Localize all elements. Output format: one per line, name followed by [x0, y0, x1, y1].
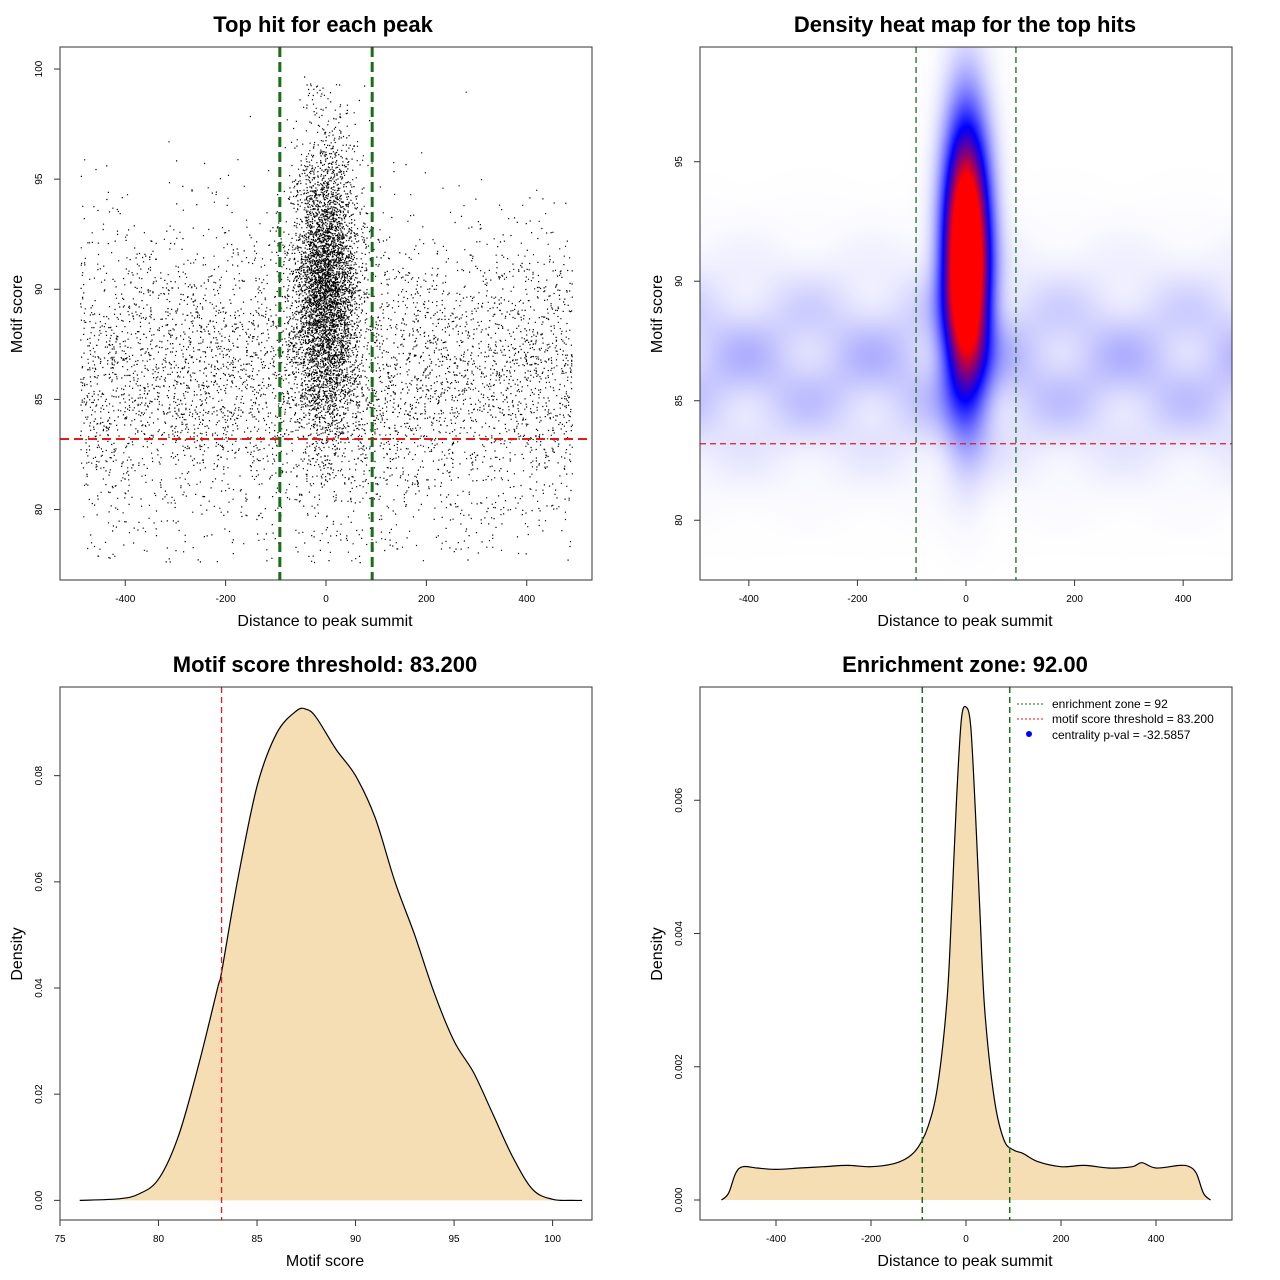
x-tick-label: -400	[115, 594, 135, 605]
x-tick-label: 85	[251, 1234, 263, 1245]
x-tick-label: 100	[544, 1234, 561, 1245]
heatmap-reference-lines	[700, 47, 1232, 580]
heatmap-xlabel: Distance to peak summit	[877, 613, 1053, 630]
y-tick-label: 0.06	[34, 872, 45, 892]
x-tick-label: 400	[1148, 1234, 1165, 1245]
distance-density-ylabel: Density	[649, 927, 666, 980]
heatmap-title: Density heat map for the top hits	[794, 12, 1136, 37]
scatter-title: Top hit for each peak	[213, 12, 433, 37]
distance-density-reference-lines	[921, 687, 1011, 1220]
scatter-reference-lines	[60, 47, 592, 580]
scatter-ylabel: Motif score	[9, 275, 26, 353]
heatmap-ylabel: Motif score	[649, 275, 666, 353]
distance-density-curve-group	[720, 705, 1212, 1201]
distance-density-ticks: -400 -200 0 200 400 0.000 0.002 0.004 0.006	[674, 787, 1165, 1245]
x-tick-label: -400	[739, 594, 759, 605]
scatter-point-cloud	[80, 76, 573, 564]
distance-density-frame	[699, 686, 1233, 1221]
density-curve	[79, 707, 583, 1202]
y-tick-label: 0.02	[34, 1084, 45, 1104]
x-tick-label: 95	[449, 1234, 461, 1245]
x-tick-label: 75	[54, 1234, 66, 1245]
score-density-ylabel: Density	[9, 927, 26, 980]
x-tick-label: -200	[216, 594, 236, 605]
score-density-ticks: 75 80 85 90 95 100 0.00 0.02 0.04 0.06 0.08	[34, 765, 561, 1245]
score-density-panel: Motif score threshold: 83.200 Motif scor…	[9, 652, 593, 1270]
score-density-title: Motif score threshold: 83.200	[173, 652, 477, 677]
x-tick-label: 0	[963, 1234, 969, 1245]
legend-pval-label: centrality p-val = -32.5857	[1052, 728, 1191, 742]
y-tick-label: 90	[674, 275, 685, 287]
x-tick-label: 80	[153, 1234, 165, 1245]
heatmap-ticks: -400 -200 0 200 400 80 85 90 95	[674, 156, 1192, 605]
x-tick-label: 200	[1066, 594, 1083, 605]
x-tick-label: -200	[861, 1234, 881, 1245]
x-tick-label: 90	[350, 1234, 362, 1245]
score-density-frame	[59, 686, 593, 1221]
heatmap-frame	[699, 46, 1233, 581]
y-tick-label: 0.04	[34, 978, 45, 998]
y-tick-label: 0.00	[34, 1190, 45, 1210]
x-tick-label: 0	[963, 594, 969, 605]
y-tick-label: 0.000	[674, 1187, 685, 1212]
y-tick-label: 0.002	[674, 1054, 685, 1079]
distance-density-xlabel: Distance to peak summit	[877, 1253, 1053, 1270]
legend-zone-label: enrichment zone = 92	[1052, 697, 1168, 711]
y-tick-label: 85	[674, 395, 685, 407]
x-tick-label: -400	[766, 1234, 786, 1245]
y-tick-label: 0.006	[674, 787, 685, 812]
y-tick-label: 95	[674, 156, 685, 168]
x-tick-label: 400	[518, 594, 535, 605]
heatmap-canvas	[700, 47, 1232, 580]
density-area	[721, 706, 1211, 1200]
distance-density-title: Enrichment zone: 92.00	[842, 652, 1088, 677]
y-tick-label: 80	[674, 514, 685, 526]
score-density-xlabel: Motif score	[286, 1253, 364, 1270]
y-tick-label: 95	[34, 173, 45, 185]
scatter-frame	[59, 46, 593, 581]
distance-density-panel: Enrichment zone: 92.00 Distance to peak …	[649, 652, 1233, 1270]
x-tick-label: -200	[847, 594, 867, 605]
legend-threshold-label: motif score threshold = 83.200	[1052, 712, 1214, 726]
y-tick-label: 0.004	[674, 921, 685, 946]
legend-pval-swatch	[1026, 731, 1032, 737]
scatter-xlabel: Distance to peak summit	[237, 613, 413, 630]
heatmap-canvas-holder	[700, 47, 1232, 580]
x-tick-label: 200	[1053, 1234, 1070, 1245]
legend: enrichment zone = 92 motif score thresho…	[1017, 697, 1214, 742]
y-tick-label: 0.08	[34, 765, 45, 785]
y-tick-label: 80	[34, 504, 45, 516]
density-area	[79, 708, 583, 1201]
scatter-ticks: -400 -200 0 200 400 80 85 90 95 100	[34, 60, 536, 605]
y-tick-label: 90	[34, 283, 45, 295]
x-tick-label: 0	[323, 594, 329, 605]
x-tick-label: 200	[418, 594, 435, 605]
scatter-panel: Top hit for each peak Distance to peak s…	[9, 12, 593, 630]
x-tick-label: 400	[1175, 594, 1192, 605]
y-tick-label: 85	[34, 393, 45, 405]
score-density-curve-group	[79, 707, 583, 1202]
heatmap-panel: Density heat map for the top hits Distan…	[649, 12, 1233, 630]
density-curve	[720, 705, 1212, 1201]
y-tick-label: 100	[34, 60, 45, 77]
scatter-points	[80, 76, 573, 564]
